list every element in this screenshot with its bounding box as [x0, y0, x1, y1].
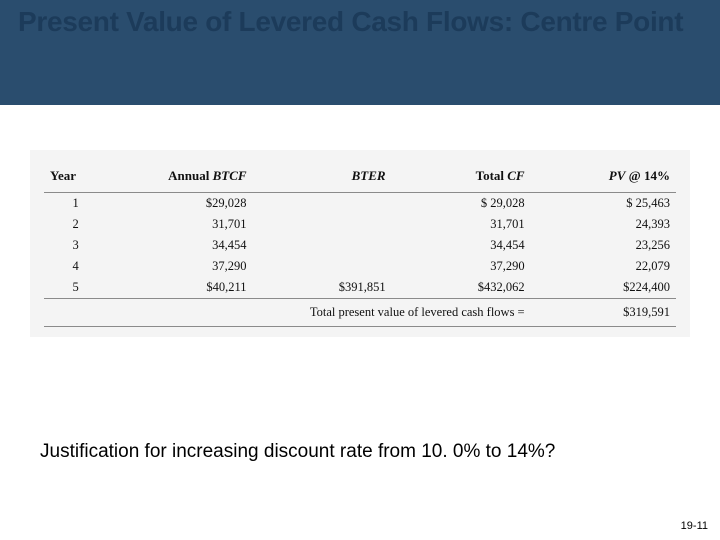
cell-btcf: 31,701 — [107, 214, 252, 235]
table-total-row: Total present value of levered cash flow… — [44, 299, 676, 327]
cell-pv: $ 25,463 — [531, 193, 676, 215]
justification-text: Justification for increasing discount ra… — [40, 440, 680, 464]
table-row: 5 $40,211 $391,851 $432,062 $224,400 — [44, 277, 676, 299]
cell-pv: 22,079 — [531, 256, 676, 277]
cell-total: 34,454 — [392, 235, 531, 256]
total-value: $319,591 — [531, 299, 676, 327]
slide: Present Value of Levered Cash Flows: Cen… — [0, 0, 720, 540]
cash-flow-table-region: Year Annual BTCF BTER Total CF PV @ 14% … — [30, 150, 690, 337]
slide-title: Present Value of Levered Cash Flows: Cen… — [18, 6, 702, 38]
table-row: 3 34,454 34,454 23,256 — [44, 235, 676, 256]
col-header-pv: PV @ 14% — [531, 164, 676, 193]
cell-bter: $391,851 — [253, 277, 392, 299]
table-row: 1 $29,028 $ 29,028 $ 25,463 — [44, 193, 676, 215]
cell-total: 37,290 — [392, 256, 531, 277]
cell-bter — [253, 214, 392, 235]
table-row: 2 31,701 31,701 24,393 — [44, 214, 676, 235]
cell-year: 1 — [44, 193, 107, 215]
total-label: Total present value of levered cash flow… — [44, 299, 531, 327]
cell-year: 2 — [44, 214, 107, 235]
cash-flow-table: Year Annual BTCF BTER Total CF PV @ 14% … — [44, 164, 676, 327]
table-header-row: Year Annual BTCF BTER Total CF PV @ 14% — [44, 164, 676, 193]
cell-pv: 24,393 — [531, 214, 676, 235]
cell-year: 3 — [44, 235, 107, 256]
cell-btcf: 37,290 — [107, 256, 252, 277]
col-header-bter: BTER — [253, 164, 392, 193]
col-header-total: Total CF — [392, 164, 531, 193]
col-header-year: Year — [44, 164, 107, 193]
cell-btcf: 34,454 — [107, 235, 252, 256]
cell-bter — [253, 193, 392, 215]
page-number: 19-11 — [681, 520, 708, 532]
cell-bter — [253, 256, 392, 277]
col-header-btcf: Annual BTCF — [107, 164, 252, 193]
cell-total: $432,062 — [392, 277, 531, 299]
cell-btcf: $40,211 — [107, 277, 252, 299]
cell-total: $ 29,028 — [392, 193, 531, 215]
cell-year: 5 — [44, 277, 107, 299]
cell-pv: 23,256 — [531, 235, 676, 256]
table-row: 4 37,290 37,290 22,079 — [44, 256, 676, 277]
cell-year: 4 — [44, 256, 107, 277]
cell-total: 31,701 — [392, 214, 531, 235]
cell-bter — [253, 235, 392, 256]
cell-pv: $224,400 — [531, 277, 676, 299]
cell-btcf: $29,028 — [107, 193, 252, 215]
